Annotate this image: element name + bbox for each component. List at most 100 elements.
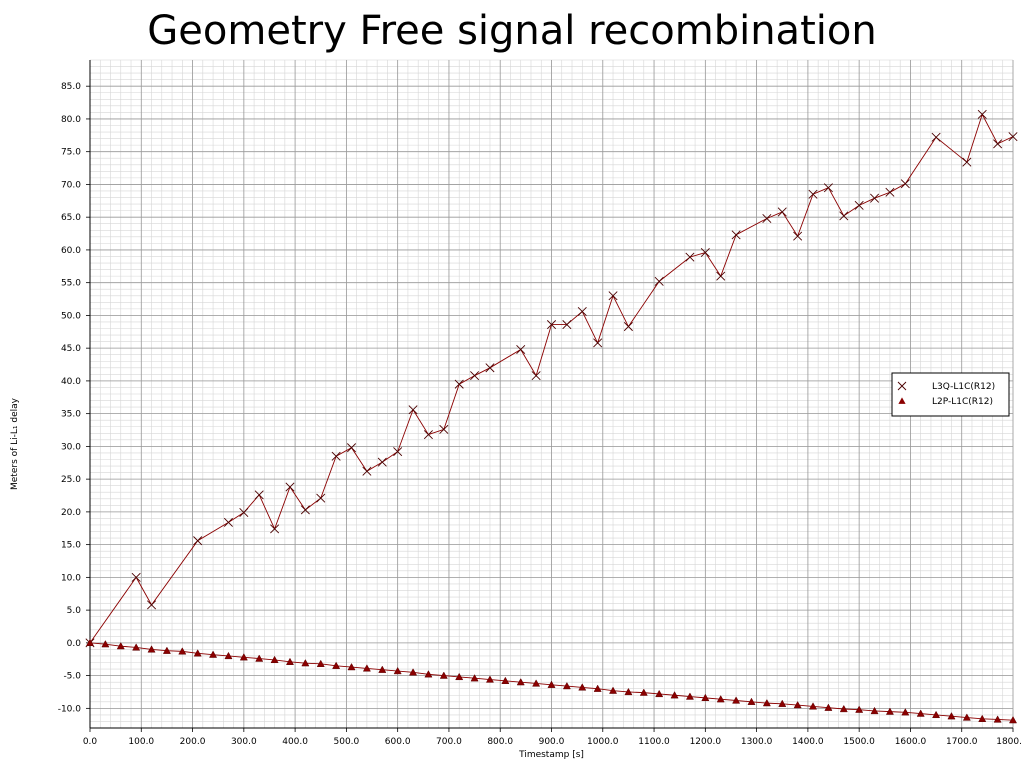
chart-title: Geometry Free signal recombination xyxy=(147,8,877,54)
x-axis-ticks: 0.0 100.0 200.0 300.0 400.0 500.0 600.0 700.0 80… xyxy=(83,728,1022,747)
data-point-x-marker xyxy=(700,248,710,258)
data-point-triangle-marker xyxy=(562,681,571,690)
data-point-x-marker xyxy=(562,320,572,330)
data-point-triangle-marker xyxy=(378,665,387,673)
x-tick-label: 1500.0 xyxy=(843,737,875,747)
data-point-x-marker xyxy=(300,505,310,515)
y-tick-label: 75.0 xyxy=(61,148,81,158)
data-point-x-marker xyxy=(731,230,741,240)
y-tick-label: 30.0 xyxy=(61,442,81,452)
data-point-triangle-marker xyxy=(116,642,125,650)
data-point-x-marker xyxy=(793,231,803,241)
data-point-triangle-marker xyxy=(593,684,602,692)
data-point-triangle-marker xyxy=(362,664,371,672)
data-point-triangle-marker xyxy=(808,702,818,710)
data-point-x-marker xyxy=(331,451,341,461)
data-point-triangle-marker xyxy=(624,687,633,696)
data-point-triangle-marker xyxy=(147,645,156,653)
series-line xyxy=(89,113,1014,644)
data-point-triangle-marker xyxy=(239,653,248,661)
data-point-triangle-marker xyxy=(393,666,402,675)
data-point-triangle-marker xyxy=(193,649,202,657)
data-point-triangle-marker xyxy=(855,705,864,713)
data-point-x-marker xyxy=(270,524,280,534)
legend-label: L2P-L1C(R12) xyxy=(932,397,993,407)
data-point-x-marker xyxy=(931,132,941,142)
y-tick-label: 10.0 xyxy=(61,573,81,583)
data-point-triangle-marker xyxy=(978,714,987,722)
legend-box xyxy=(891,372,1010,417)
data-point-x-marker xyxy=(654,276,664,286)
data-point-triangle-marker xyxy=(732,696,741,704)
data-point-triangle-marker xyxy=(424,670,433,678)
x-tick-label: 1300.0 xyxy=(741,737,773,747)
data-point-x-marker xyxy=(854,200,864,210)
y-tick-label: 0.0 xyxy=(67,639,82,649)
data-point-triangle-marker xyxy=(1008,716,1018,724)
data-point-triangle-marker xyxy=(209,650,218,658)
series-2 xyxy=(85,638,1018,724)
x-tick-label: 1800. xyxy=(996,737,1022,747)
data-point-x-marker xyxy=(762,213,772,224)
data-point-triangle-marker xyxy=(578,683,587,691)
data-point-triangle-marker xyxy=(670,691,679,699)
x-tick-label: 300.0 xyxy=(231,737,257,747)
x-tick-label: 500.0 xyxy=(334,737,360,747)
data-point-triangle-marker xyxy=(162,646,171,654)
data-point-triangle-marker xyxy=(347,662,356,671)
y-axis-ticks: -10.0 -5.0 0.0 5.0 10.0 15.0 20.0 25.0 30.0 35.0 4… xyxy=(58,82,90,714)
x-tick-label: 200.0 xyxy=(180,737,206,747)
y-tick-label: 15.0 xyxy=(61,541,81,551)
data-point-triangle-marker xyxy=(316,659,325,667)
data-point-triangle-marker xyxy=(516,678,525,686)
y-tick-label: 60.0 xyxy=(61,246,81,256)
x-axis-label: Timestamp [s] xyxy=(518,750,584,760)
legend-label: L3Q-L1C(R12) xyxy=(932,382,995,392)
x-tick-label: 1100.0 xyxy=(638,737,670,747)
data-point-triangle-marker xyxy=(470,674,479,682)
data-point-triangle-marker xyxy=(270,655,279,664)
y-tick-label: -10.0 xyxy=(58,704,82,714)
data-point-triangle-marker xyxy=(455,672,464,681)
y-tick-label: 50.0 xyxy=(61,311,81,321)
data-point-triangle-marker xyxy=(778,699,787,707)
legend-x-marker xyxy=(897,381,907,391)
data-point-triangle-marker xyxy=(409,668,418,676)
x-tick-label: 1200.0 xyxy=(690,737,722,747)
y-tick-label: 55.0 xyxy=(61,279,81,289)
data-point-x-marker xyxy=(577,306,587,317)
data-point-triangle-marker xyxy=(962,713,971,721)
data-point-x-marker xyxy=(316,493,326,503)
data-point-x-marker xyxy=(777,207,787,217)
data-point-triangle-marker xyxy=(762,698,771,707)
series-1 xyxy=(85,109,1018,648)
data-point-triangle-marker xyxy=(932,710,941,719)
data-point-triangle-marker xyxy=(655,689,664,698)
data-point-x-marker xyxy=(531,371,541,381)
data-point-x-marker xyxy=(516,344,526,354)
data-point-x-marker xyxy=(823,183,833,193)
data-point-triangle-marker xyxy=(947,712,956,720)
data-point-x-marker xyxy=(685,252,695,262)
data-point-triangle-marker xyxy=(916,709,925,717)
series-layer xyxy=(85,109,1018,724)
data-point-x-marker xyxy=(147,600,157,610)
data-point-triangle-marker xyxy=(747,697,756,705)
data-point-triangle-marker xyxy=(824,703,833,711)
data-point-x-marker xyxy=(193,536,203,546)
data-point-triangle-marker xyxy=(685,692,694,700)
y-tick-label: 20.0 xyxy=(61,508,81,518)
data-point-triangle-marker xyxy=(501,676,510,684)
x-tick-label: 1700.0 xyxy=(946,737,978,747)
data-point-x-marker xyxy=(362,466,372,476)
data-point-triangle-marker xyxy=(485,675,494,683)
data-point-x-marker xyxy=(346,443,357,453)
data-point-x-marker xyxy=(962,157,972,167)
data-point-x-marker xyxy=(408,405,418,415)
data-point-triangle-marker xyxy=(609,686,618,694)
data-point-x-marker xyxy=(285,482,295,492)
y-tick-label: 25.0 xyxy=(61,475,81,485)
data-point-x-marker xyxy=(454,379,464,389)
data-point-triangle-marker xyxy=(547,680,556,688)
y-tick-label: 35.0 xyxy=(61,410,81,420)
